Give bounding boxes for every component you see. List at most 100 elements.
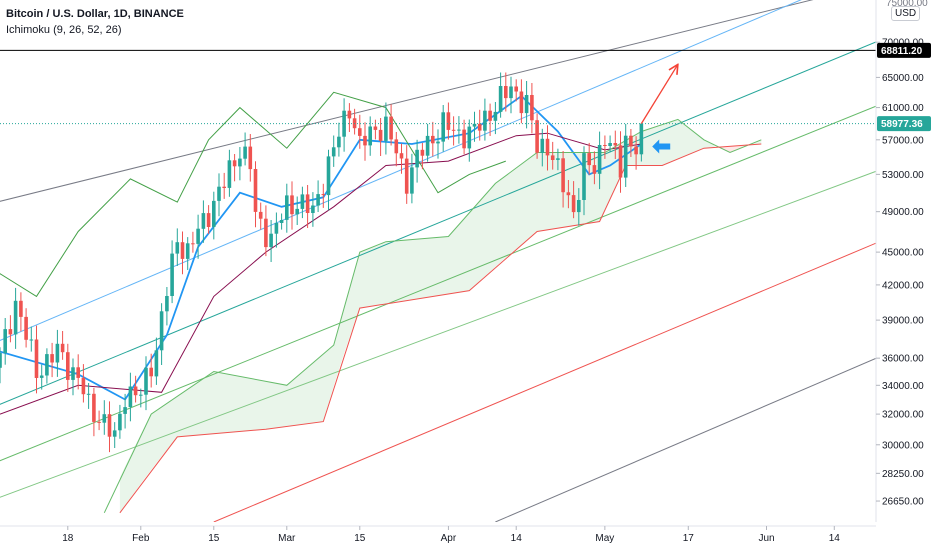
candle-body bbox=[331, 147, 336, 157]
candle-body bbox=[34, 339, 39, 378]
ichimoku-leading-span-a bbox=[103, 118, 762, 514]
candle-body bbox=[81, 377, 86, 395]
candle-body bbox=[139, 394, 143, 396]
y-tick-label: 32000.00 bbox=[882, 410, 924, 421]
y-tick-label: 28250.00 bbox=[882, 469, 924, 480]
candle-body bbox=[629, 135, 633, 147]
x-tick-label: 14 bbox=[829, 533, 841, 544]
y-tick-label: 65000.00 bbox=[882, 73, 924, 84]
candle-body bbox=[102, 414, 107, 423]
candle-body bbox=[603, 145, 607, 146]
candle-body bbox=[24, 316, 28, 340]
x-tick-label: Mar bbox=[278, 533, 296, 544]
candle-body bbox=[582, 153, 586, 200]
ichimoku-lagging-span bbox=[0, 91, 506, 298]
y-tick-label: 57000.00 bbox=[882, 135, 924, 146]
ichimoku-conversion-line bbox=[0, 94, 642, 401]
candle-body bbox=[493, 111, 498, 121]
candle-body bbox=[561, 158, 565, 193]
candle-body bbox=[123, 407, 127, 414]
candle-body bbox=[425, 135, 430, 156]
candle-body bbox=[483, 110, 487, 131]
y-tick-label: 53000.00 bbox=[882, 170, 924, 181]
candle-body bbox=[587, 153, 591, 166]
candle-body bbox=[232, 160, 237, 167]
candle-body bbox=[597, 145, 602, 174]
candle-body bbox=[248, 146, 253, 170]
candle-body bbox=[462, 129, 466, 149]
candle-body bbox=[613, 143, 618, 146]
x-tick-label: 17 bbox=[683, 533, 695, 544]
candle-body bbox=[55, 343, 60, 363]
candle-body bbox=[107, 414, 112, 437]
candle-body bbox=[8, 329, 13, 335]
candle-body bbox=[118, 413, 122, 431]
candle-body bbox=[571, 195, 576, 213]
candle-body bbox=[243, 146, 247, 159]
y-tick-label: 26650.00 bbox=[882, 497, 924, 508]
y-tick-label: 36000.00 bbox=[882, 354, 924, 365]
candle-body bbox=[446, 112, 451, 130]
x-tick-label: Jun bbox=[758, 533, 774, 544]
candle-body bbox=[170, 253, 174, 296]
candle-body bbox=[337, 136, 341, 148]
target-price-tag-bg bbox=[877, 42, 931, 58]
candle-body bbox=[451, 129, 456, 131]
channel-line-6 bbox=[495, 357, 876, 522]
current-price-tag-text: 58977.36 bbox=[881, 119, 923, 130]
candle-body bbox=[29, 339, 34, 341]
candle-body bbox=[394, 139, 399, 154]
candle-body bbox=[566, 192, 571, 196]
candle-body bbox=[519, 91, 524, 114]
candle-body bbox=[191, 243, 195, 245]
candle-body bbox=[264, 218, 268, 248]
candle-body bbox=[175, 242, 180, 254]
candle-body bbox=[509, 86, 513, 99]
candle-body bbox=[185, 243, 190, 259]
candle-body bbox=[457, 129, 461, 131]
candle-body bbox=[326, 156, 331, 196]
candle-body bbox=[13, 300, 18, 335]
candle-body bbox=[154, 350, 159, 377]
target-arrow bbox=[640, 64, 678, 124]
candle-body bbox=[180, 242, 185, 259]
current-price-tag-bg bbox=[877, 116, 931, 132]
currency-unit-badge[interactable]: USD bbox=[891, 6, 921, 21]
candle-body bbox=[39, 375, 44, 378]
candle-body bbox=[274, 222, 279, 234]
candle-body bbox=[556, 158, 560, 160]
candle-body bbox=[0, 353, 2, 368]
y-tick-label: 45000.00 bbox=[882, 248, 924, 259]
candle-body bbox=[50, 354, 54, 363]
candle-body bbox=[467, 126, 472, 149]
channel-line-3 bbox=[0, 105, 876, 462]
candle-body bbox=[253, 169, 258, 212]
candle-body bbox=[634, 146, 638, 155]
candle-body bbox=[45, 354, 49, 376]
candle-body bbox=[404, 158, 409, 194]
candle-body bbox=[212, 200, 216, 227]
candle-body bbox=[165, 296, 169, 312]
candle-body bbox=[623, 135, 628, 178]
candle-body bbox=[472, 123, 477, 127]
candle-body bbox=[530, 95, 534, 121]
x-tick-label: 15 bbox=[354, 533, 366, 544]
candle-body bbox=[19, 300, 23, 317]
candle-body bbox=[222, 186, 226, 188]
candle-body bbox=[149, 367, 153, 377]
candle-body bbox=[128, 386, 133, 407]
candle-body bbox=[201, 213, 206, 229]
candle-body bbox=[358, 128, 362, 136]
candle-body bbox=[577, 200, 581, 213]
candle-body bbox=[545, 138, 550, 156]
candle-body bbox=[60, 343, 65, 353]
candle-body bbox=[290, 195, 294, 215]
plot-area bbox=[0, 0, 876, 522]
candle-body bbox=[373, 126, 378, 130]
candle-body bbox=[316, 194, 320, 206]
candle-body bbox=[258, 211, 263, 219]
candle-body bbox=[410, 167, 414, 194]
x-tick-label: 18 bbox=[62, 533, 74, 544]
candle-body bbox=[285, 195, 289, 220]
